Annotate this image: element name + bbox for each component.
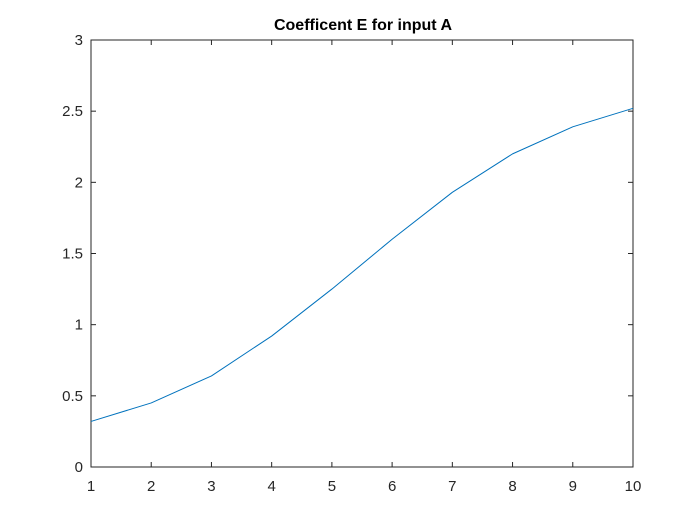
x-tick-label: 5 [328,478,336,495]
data-point [391,238,394,241]
y-tick-label: 0 [75,459,83,476]
chart-title: Coefficent E for input A [274,17,453,34]
x-tick-label: 3 [207,478,215,495]
x-tick-label: 1 [87,478,95,495]
y-tick-label: 0.5 [62,388,83,405]
y-tick-label: 2 [75,174,83,191]
x-tick-label: 6 [388,478,396,495]
data-point [210,374,213,377]
series-line [90,107,634,422]
data-point [632,107,635,110]
data-point [451,191,454,194]
y-tick-label: 3 [75,32,83,49]
data-point [511,152,514,155]
data-point [571,125,574,128]
plot-area: 1 2 3 4 5 6 7 8 9 10 0 0.5 1 1.5 2 2.5 3 [62,32,641,495]
y-tick-label: 1 [75,317,83,334]
x-tick-label: 10 [625,478,642,495]
y-tick-label: 2.5 [62,103,83,120]
x-tick-label: 7 [448,478,456,495]
data-point [270,335,273,338]
data-point [330,288,333,291]
x-tick-label: 8 [508,478,516,495]
data-point [150,401,153,404]
axes-box [90,39,634,468]
x-tick-label: 2 [147,478,155,495]
x-tick-label: 4 [267,478,275,495]
y-tick-label: 1.5 [62,246,83,263]
data-point [90,420,93,423]
x-tick-label: 9 [569,478,577,495]
